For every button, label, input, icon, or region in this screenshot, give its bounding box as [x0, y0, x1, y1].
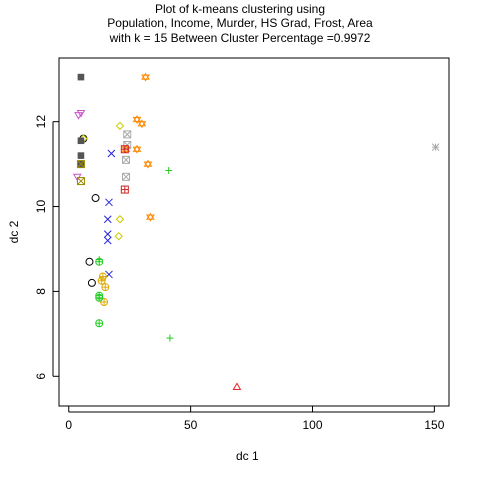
data-point — [132, 144, 142, 154]
data-point — [122, 155, 131, 164]
chart-title-line-1: Plot of k-means clustering using — [154, 2, 326, 16]
x-tick-label: 100 — [302, 418, 322, 432]
data-point — [122, 172, 131, 181]
x-axis-title: dc 1 — [236, 449, 259, 463]
data-point — [143, 159, 153, 169]
y-axis-title: dc 2 — [7, 220, 21, 244]
data-point — [115, 215, 125, 224]
data-point — [103, 236, 112, 245]
data-point — [132, 115, 142, 124]
data-point — [232, 382, 242, 391]
data-point — [121, 144, 131, 154]
data-point — [146, 212, 155, 222]
data-point — [85, 257, 94, 266]
chart-title-line-3: with k = 15 Between Cluster Percentage =… — [109, 31, 371, 45]
data-point — [107, 149, 116, 158]
y-tick-label: 8 — [34, 288, 48, 295]
x-tick-label: 150 — [424, 418, 444, 432]
x-tick-label: 0 — [65, 418, 72, 432]
data-point — [77, 73, 85, 81]
data-point — [100, 298, 109, 307]
data-point — [98, 272, 107, 281]
data-point — [76, 177, 85, 186]
data-point — [103, 230, 112, 238]
data-point — [91, 194, 100, 203]
plot-frame — [58, 57, 450, 407]
data-point — [101, 283, 110, 292]
x-tick-label: 50 — [184, 418, 198, 432]
data-point — [165, 166, 173, 174]
data-point — [95, 319, 104, 328]
data-point — [76, 110, 86, 118]
data-point — [95, 257, 104, 266]
data-point — [77, 152, 85, 159]
data-point — [120, 145, 129, 154]
data-point — [123, 130, 132, 139]
data-point — [95, 293, 104, 302]
data-point — [97, 276, 106, 285]
y-tick-label: 12 — [34, 115, 48, 129]
data-point — [77, 137, 85, 145]
data-point — [103, 215, 112, 224]
y-tick-label: 6 — [34, 373, 48, 380]
data-point — [120, 185, 129, 194]
data-point — [141, 72, 150, 82]
data-point — [76, 160, 85, 169]
data-point — [166, 334, 174, 342]
data-point — [105, 198, 113, 207]
chart-title-line-2: Population, Income, Murder, HS Grad, Fro… — [107, 16, 373, 30]
data-point — [87, 278, 96, 287]
y-tick-label: 10 — [34, 200, 48, 214]
data-point — [431, 143, 440, 151]
data-point — [115, 121, 125, 131]
data-point — [114, 232, 123, 241]
data-point — [137, 119, 147, 129]
